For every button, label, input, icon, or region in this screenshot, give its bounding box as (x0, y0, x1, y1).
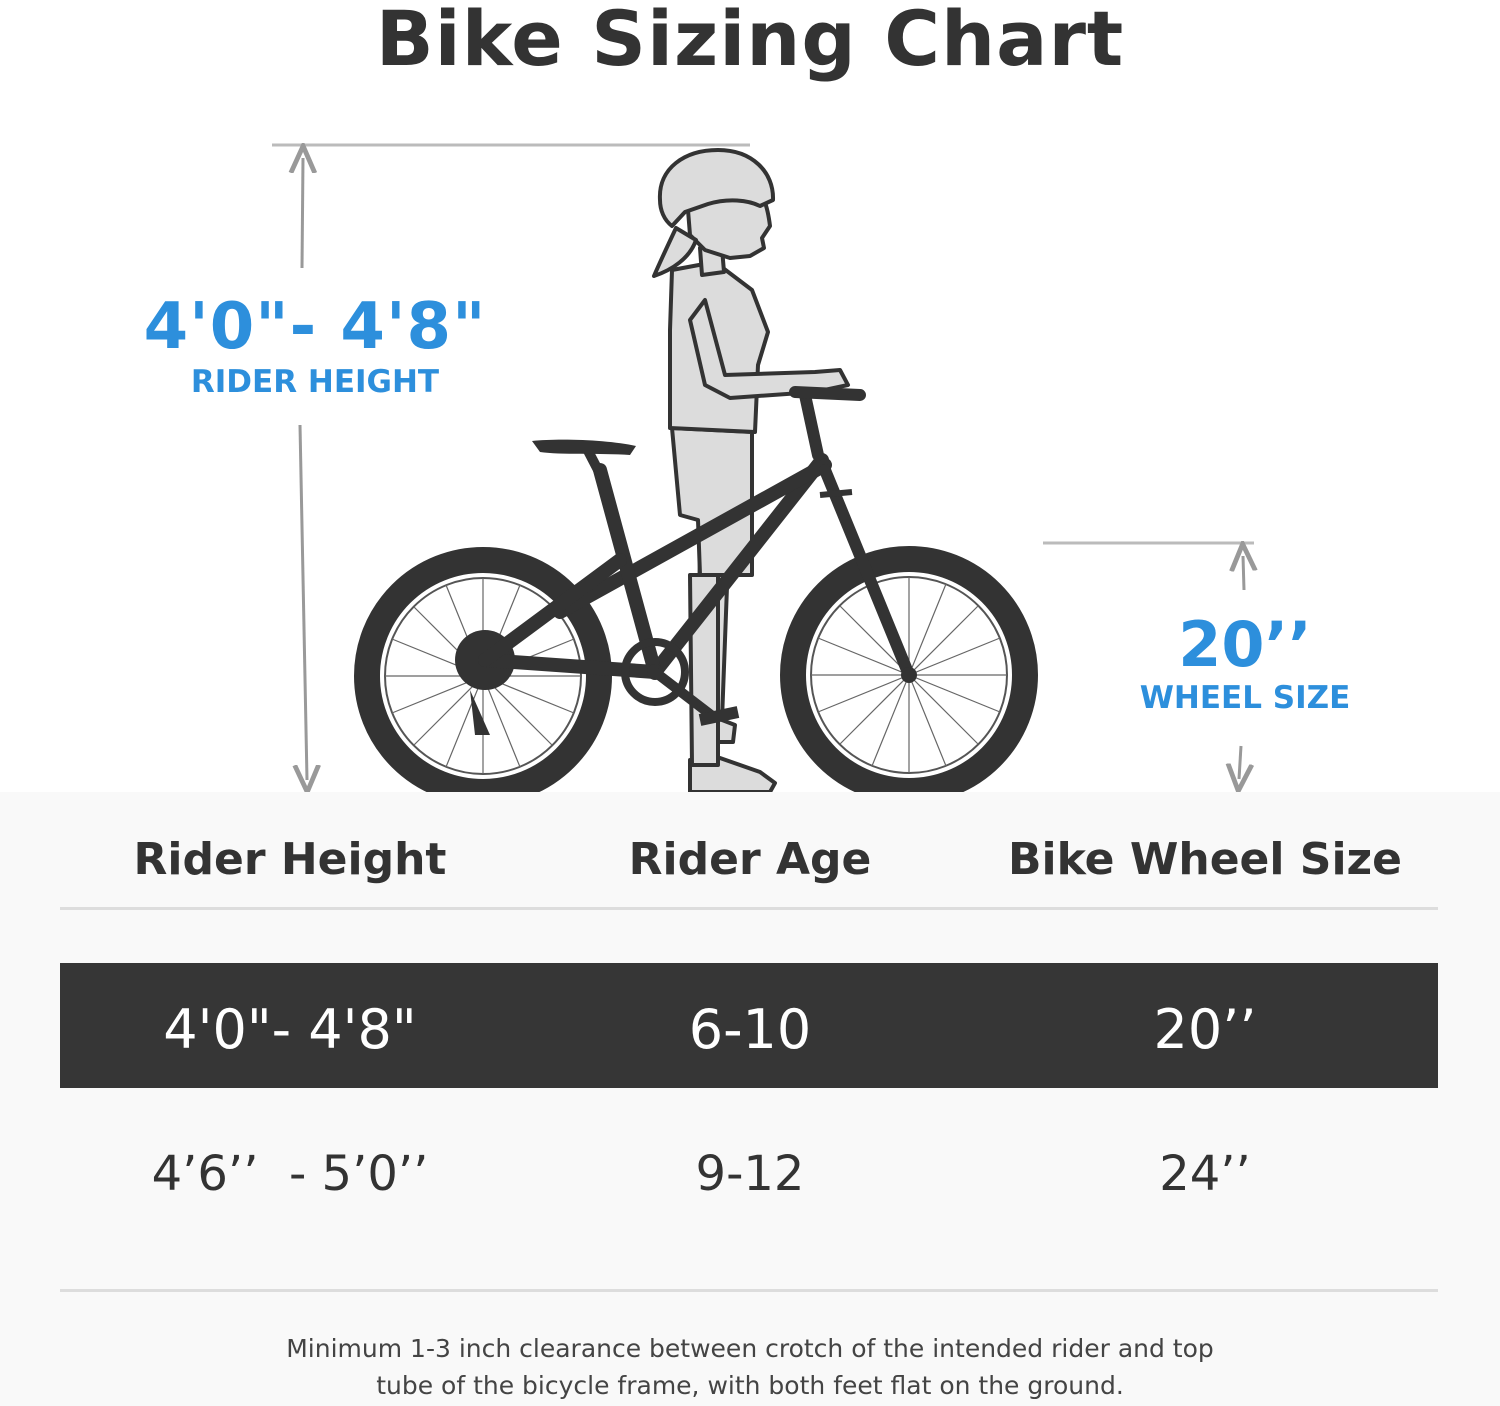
rider-height-label: RIDER HEIGHT (190, 364, 440, 400)
rider-height-dimension-icon (272, 145, 750, 780)
rider-height-value: 4'0"- 4'8" (143, 290, 487, 364)
row1-wheel: 20’’ (1153, 998, 1257, 1061)
row1-height: 4'0"- 4'8" (163, 998, 417, 1061)
sizing-table (0, 792, 1500, 1406)
header-rider-height: Rider Height (133, 834, 447, 885)
wheel-size-dimension-icon (1043, 543, 1254, 779)
table-row-highlighted (60, 963, 1438, 1088)
row2-height: 4’6’’ - 5’0’’ (151, 1146, 429, 1202)
header-wheel-size: Bike Wheel Size (1007, 834, 1403, 885)
footer-divider (60, 1289, 1438, 1292)
header-divider (60, 907, 1438, 910)
wheel-size-value: 20’’ (1178, 608, 1312, 681)
wheel-size-label: WHEEL SIZE (1139, 680, 1351, 716)
row2-wheel: 24’’ (1159, 1146, 1251, 1202)
row1-age: 6-10 (688, 998, 812, 1061)
note-line-1: Minimum 1-3 inch clearance between crotc… (286, 1334, 1214, 1363)
clearance-note: Minimum 1-3 inch clearance between crotc… (250, 1330, 1250, 1404)
note-line-2: tube of the bicycle frame, with both fee… (376, 1371, 1124, 1400)
header-rider-age: Rider Age (628, 834, 872, 885)
page-title: Bike Sizing Chart (375, 0, 1125, 83)
row2-age: 9-12 (695, 1146, 805, 1202)
